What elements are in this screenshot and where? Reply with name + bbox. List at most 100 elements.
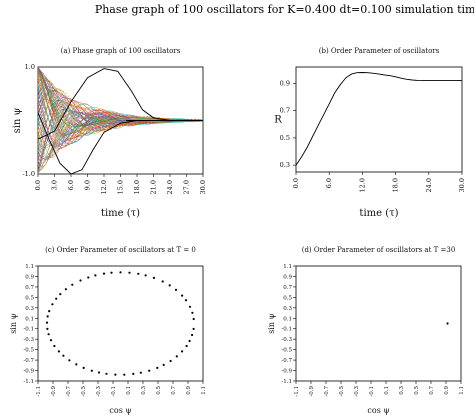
y-tick-label: 0.3 <box>280 161 290 169</box>
y-tick-label: -0.3 <box>23 337 34 343</box>
y-tick-label: 1.0 <box>25 63 35 71</box>
phase-point <box>132 372 135 375</box>
phase-point <box>51 303 54 306</box>
x-tick-label: 0.7 <box>171 386 177 395</box>
phase-point <box>446 322 449 325</box>
oscillator-line <box>37 70 204 143</box>
phase-point <box>137 272 140 275</box>
phase-point <box>55 297 58 300</box>
phase-point <box>139 371 142 374</box>
phase-point <box>128 271 131 274</box>
x-tick-label: 21.0 <box>150 180 158 194</box>
x-tick-label: 0.9 <box>444 386 450 395</box>
x-tick-label: -0.1 <box>369 386 375 397</box>
phase-point <box>188 339 191 343</box>
x-tick-label: 18.0 <box>133 180 141 194</box>
y-tick-label: -0.1 <box>23 327 34 333</box>
panel-a-phase-graph: (a) Phase graph of 100 oscillators 0.0 3.0… <box>12 47 207 219</box>
oscillator-line <box>37 79 204 147</box>
phase-point <box>192 317 195 321</box>
phase-point <box>185 344 188 348</box>
phase-point <box>71 283 74 286</box>
x-tick-label: 27.0 <box>183 180 191 194</box>
x-tick-label: -0.7 <box>66 386 72 397</box>
y-axis-label: sin ψ <box>267 313 276 334</box>
y-tick-label: -0.3 <box>281 337 292 343</box>
x-tick-label: 0.3 <box>141 386 147 395</box>
phase-point <box>161 280 164 283</box>
x-tick-label: -0.3 <box>96 386 102 397</box>
x-tick-label: -0.9 <box>51 386 57 397</box>
y-tick-label: 1.1 <box>283 264 292 270</box>
y-tick-label: 0.9 <box>280 79 290 87</box>
phase-point <box>192 327 195 330</box>
phase-point <box>97 371 101 374</box>
phase-point <box>53 344 56 348</box>
panel-title: (c) Order Parameter of oscillators at T … <box>45 246 196 254</box>
phase-point <box>94 274 97 277</box>
y-axis-label: R <box>274 115 282 126</box>
x-axis-label: time (τ) <box>101 208 140 219</box>
y-tick-label: 0.7 <box>283 285 292 291</box>
y-tick-label: -0.5 <box>23 348 34 354</box>
y-tick-label: -0.5 <box>281 348 292 354</box>
x-tick-label: 0.1 <box>126 386 132 395</box>
x-tick-label: 0.5 <box>156 386 162 395</box>
phase-point <box>119 271 122 274</box>
y-tick-label: 0.5 <box>280 134 290 142</box>
phase-point <box>175 355 178 358</box>
phase-point <box>57 350 61 353</box>
y-tick-label: 0.3 <box>25 306 34 312</box>
x-tick-label: 18.0 <box>392 178 400 192</box>
phase-point <box>87 276 90 279</box>
phase-point <box>168 284 171 287</box>
x-tick-label: -1.1 <box>294 386 300 397</box>
phase-point <box>102 272 106 275</box>
y-tick-label: 0.5 <box>283 295 292 301</box>
y-tick-label: 0.7 <box>280 107 290 115</box>
x-tick-label: -0.5 <box>339 386 345 397</box>
oscillator-line <box>37 67 203 137</box>
y-tick-label: -0.1 <box>281 327 292 333</box>
plot-frame <box>37 265 204 382</box>
y-tick-label: 1.1 <box>25 264 34 270</box>
phase-point <box>47 333 50 336</box>
oscillator-line <box>37 89 203 130</box>
plot-frame <box>295 265 462 382</box>
x-tick-label: -0.9 <box>309 386 315 397</box>
y-axis-label: sin ψ <box>9 313 18 334</box>
phase-point <box>45 321 49 324</box>
phase-point <box>110 271 113 274</box>
y-tick-label: -1.1 <box>281 379 292 385</box>
phase-point <box>64 288 67 291</box>
x-tick-label: 12.0 <box>358 178 366 192</box>
y-tick-label: 0.3 <box>283 306 292 312</box>
x-tick-label: 0.0 <box>34 180 42 190</box>
plot-frame <box>295 66 463 173</box>
y-axis-label: sin ψ <box>12 107 23 133</box>
x-tick-label: 0.0 <box>292 178 300 188</box>
x-axis-label: cos ψ <box>109 406 131 415</box>
x-tick-label: 0.5 <box>414 386 420 395</box>
x-axis-label: cos ψ <box>367 406 389 415</box>
phase-point <box>191 311 194 314</box>
y-tick-label: 0.5 <box>25 295 34 301</box>
x-tick-label: 0.9 <box>186 386 192 395</box>
phase-point <box>79 279 82 282</box>
panel-title: (a) Phase graph of 100 oscillators <box>61 47 181 55</box>
y-tick-label: 0.1 <box>25 316 34 322</box>
panel-title: (d) Order Parameter of oscillators at T … <box>302 246 456 254</box>
phase-point <box>46 315 49 318</box>
oscillator-line <box>37 90 204 145</box>
phase-point <box>174 288 178 291</box>
x-tick-label: -0.1 <box>111 386 117 397</box>
oscillator-line <box>37 82 203 150</box>
figure-title: Phase graph of 100 oscillators for K=0.4… <box>95 3 474 16</box>
x-tick-label: 0.7 <box>429 386 435 395</box>
phase-point <box>82 366 85 369</box>
phase-point <box>75 363 78 366</box>
x-tick-label: -0.7 <box>324 386 330 397</box>
x-tick-label: 30.0 <box>199 180 207 194</box>
y-tick-label: -0.7 <box>281 358 292 364</box>
phase-point <box>188 305 192 308</box>
